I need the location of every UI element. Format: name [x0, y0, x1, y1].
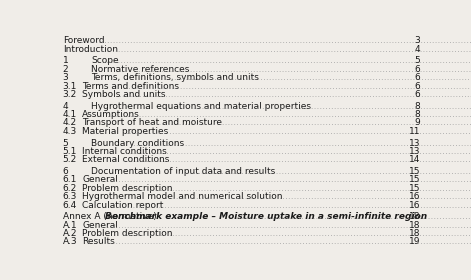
Text: 6.4: 6.4 [63, 200, 77, 209]
Text: Annex A (normative): Annex A (normative) [63, 212, 162, 221]
Text: 6: 6 [414, 81, 420, 91]
Text: ................................................................................: ........................................… [123, 127, 471, 136]
Text: Introduction: Introduction [63, 45, 118, 54]
Text: A.2: A.2 [63, 229, 77, 238]
Text: 4.3: 4.3 [63, 127, 77, 136]
Text: Normative references: Normative references [91, 65, 190, 74]
Text: Hygrothermal equations and material properties: Hygrothermal equations and material prop… [91, 102, 311, 111]
Text: 3.2: 3.2 [63, 90, 77, 99]
Text: 6: 6 [414, 90, 420, 99]
Text: ................................................................................: ........................................… [119, 90, 471, 99]
Text: 19: 19 [408, 237, 420, 246]
Text: ................................................................................: ........................................… [106, 110, 471, 119]
Text: Material properties: Material properties [82, 127, 168, 136]
Text: 1: 1 [63, 57, 68, 66]
Text: 2: 2 [63, 65, 68, 74]
Text: 4.2: 4.2 [63, 118, 77, 127]
Text: 5.2: 5.2 [63, 155, 77, 164]
Text: 14: 14 [409, 155, 420, 164]
Text: Problem description: Problem description [82, 184, 173, 193]
Text: ................................................................................: ........................................… [170, 192, 471, 201]
Text: 5: 5 [63, 139, 68, 148]
Text: Symbols and units: Symbols and units [82, 90, 166, 99]
Text: 6: 6 [414, 65, 420, 74]
Text: 6: 6 [414, 73, 420, 82]
Text: 15: 15 [408, 176, 420, 185]
Text: Calculation report: Calculation report [82, 200, 163, 209]
Text: ................................................................................: ........................................… [123, 155, 471, 164]
Text: Hygrothermal model and numerical solution: Hygrothermal model and numerical solutio… [82, 192, 283, 201]
Text: Documentation of input data and results: Documentation of input data and results [91, 167, 276, 176]
Text: 5: 5 [414, 57, 420, 66]
Text: 4: 4 [414, 45, 420, 54]
Text: Terms and definitions: Terms and definitions [82, 81, 179, 91]
Text: ................................................................................: ........................................… [236, 212, 471, 221]
Text: 13: 13 [408, 139, 420, 148]
Text: External conditions: External conditions [82, 155, 170, 164]
Text: Transport of heat and moisture: Transport of heat and moisture [82, 118, 222, 127]
Text: 18: 18 [408, 212, 420, 221]
Text: ................................................................................: ........................................… [147, 118, 471, 127]
Text: ................................................................................: ........................................… [123, 229, 471, 238]
Text: Foreword: Foreword [63, 36, 105, 45]
Text: ................................................................................: ........................................… [103, 57, 471, 66]
Text: 15: 15 [408, 167, 420, 176]
Text: ................................................................................: ........................................… [190, 102, 471, 111]
Text: 18: 18 [408, 221, 420, 230]
Text: ................................................................................: ........................................… [135, 65, 471, 74]
Text: ................................................................................: ........................................… [98, 221, 471, 230]
Text: ................................................................................: ........................................… [171, 73, 471, 82]
Text: 8: 8 [414, 110, 420, 119]
Text: 16: 16 [408, 200, 420, 209]
Text: 6.1: 6.1 [63, 176, 77, 185]
Text: 13: 13 [408, 147, 420, 156]
Text: Scope: Scope [91, 57, 119, 66]
Text: A.3: A.3 [63, 237, 77, 246]
Text: ................................................................................: ........................................… [123, 184, 471, 193]
Text: 15: 15 [408, 184, 420, 193]
Text: Assumptions: Assumptions [82, 110, 140, 119]
Text: ................................................................................: ........................................… [128, 81, 471, 91]
Text: 8: 8 [414, 102, 420, 111]
Text: ................................................................................: ........................................… [89, 45, 471, 54]
Text: Terms, definitions, symbols and units: Terms, definitions, symbols and units [91, 73, 260, 82]
Text: ................................................................................: ........................................… [81, 36, 471, 45]
Text: Problem description: Problem description [82, 229, 173, 238]
Text: 6.3: 6.3 [63, 192, 77, 201]
Text: 5.1: 5.1 [63, 147, 77, 156]
Text: 16: 16 [408, 192, 420, 201]
Text: ................................................................................: ........................................… [133, 139, 471, 148]
Text: Boundary conditions: Boundary conditions [91, 139, 185, 148]
Text: 3: 3 [414, 36, 420, 45]
Text: 4.1: 4.1 [63, 110, 77, 119]
Text: 11: 11 [408, 127, 420, 136]
Text: ................................................................................: ........................................… [122, 200, 471, 209]
Text: 18: 18 [408, 229, 420, 238]
Text: ................................................................................: ........................................… [98, 176, 471, 185]
Text: General: General [82, 221, 118, 230]
Text: A.1: A.1 [63, 221, 77, 230]
Text: ................................................................................: ........................................… [123, 147, 471, 156]
Text: Benchmark example – Moisture uptake in a semi-infinite region: Benchmark example – Moisture uptake in a… [105, 212, 427, 221]
Text: ................................................................................: ........................................… [98, 237, 471, 246]
Text: General: General [82, 176, 118, 185]
Text: 6: 6 [63, 167, 68, 176]
Text: 3: 3 [63, 73, 68, 82]
Text: 6.2: 6.2 [63, 184, 77, 193]
Text: Results: Results [82, 237, 115, 246]
Text: 9: 9 [414, 118, 420, 127]
Text: 4: 4 [63, 102, 68, 111]
Text: Internal conditions: Internal conditions [82, 147, 167, 156]
Text: 3.1: 3.1 [63, 81, 77, 91]
Text: ................................................................................: ........................................… [175, 167, 471, 176]
